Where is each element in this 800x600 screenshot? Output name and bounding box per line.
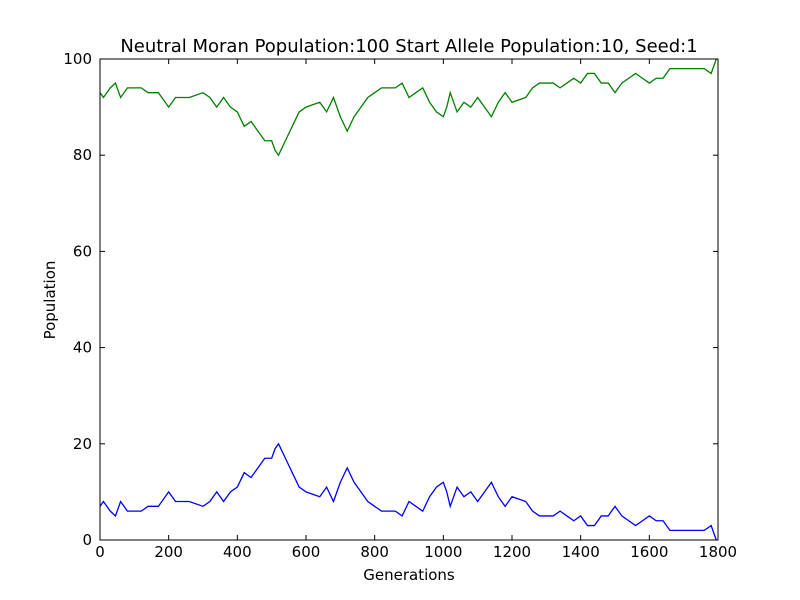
- x-tick-label: 200: [154, 543, 183, 561]
- y-tick-label: 20: [73, 435, 92, 453]
- plot-frame: [99, 58, 719, 541]
- x-tick-label: 400: [223, 543, 252, 561]
- x-tick-label: 1800: [699, 543, 737, 561]
- y-tick-label: 100: [63, 50, 92, 68]
- x-tick-label: 600: [292, 543, 321, 561]
- x-tick-label: 1600: [630, 543, 668, 561]
- y-tick-label: 80: [73, 146, 92, 164]
- series-line: [99, 442, 717, 541]
- x-axis-label: Generations: [363, 566, 455, 584]
- series-line: [99, 58, 717, 157]
- y-tick-label: 0: [82, 531, 92, 549]
- y-tick-label: 40: [73, 339, 92, 357]
- x-tick-label: 1400: [562, 543, 600, 561]
- x-tick-label: 800: [360, 543, 389, 561]
- y-tick-label: 60: [73, 242, 92, 260]
- x-tick-label: 0: [95, 543, 105, 561]
- x-tick-label: 1200: [493, 543, 531, 561]
- x-tick-label: 1000: [424, 543, 462, 561]
- chart-title: Neutral Moran Population:100 Start Allel…: [120, 36, 697, 57]
- y-axis-label: Population: [41, 261, 59, 340]
